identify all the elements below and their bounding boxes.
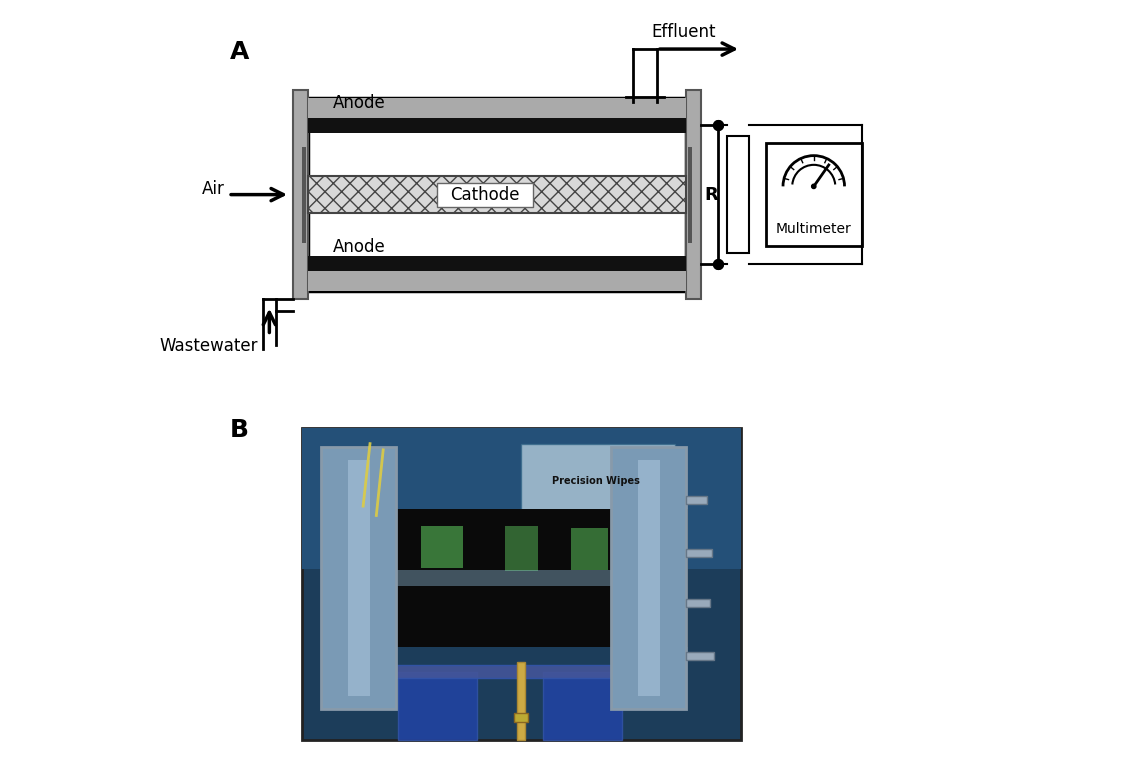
Bar	[302, 428, 741, 741]
Bar	[686, 496, 706, 504]
Text: Air: Air	[201, 180, 225, 198]
Text: Effluent: Effluent	[651, 23, 717, 41]
Bar	[514, 713, 528, 722]
Text: Precision Wipes: Precision Wipes	[552, 476, 640, 486]
Bar	[687, 146, 692, 243]
Bar	[686, 549, 712, 557]
Text: B: B	[229, 417, 249, 442]
Bar	[638, 460, 660, 696]
Bar	[611, 447, 686, 709]
Text: Multimeter: Multimeter	[776, 221, 852, 236]
Bar	[371, 570, 672, 586]
Bar	[436, 182, 533, 207]
Bar	[348, 460, 370, 696]
Bar	[308, 271, 686, 291]
Bar	[322, 447, 396, 709]
Bar	[396, 519, 647, 578]
Bar	[521, 444, 675, 537]
Bar	[727, 136, 748, 253]
Bar	[398, 672, 477, 741]
Bar	[766, 143, 862, 246]
Bar	[518, 663, 525, 741]
Bar	[294, 90, 308, 299]
Bar	[505, 526, 538, 571]
Circle shape	[811, 184, 816, 188]
Text: A: A	[229, 40, 249, 64]
Bar	[572, 529, 609, 570]
Bar	[302, 146, 306, 243]
Bar	[308, 175, 686, 214]
Bar	[686, 652, 713, 660]
Bar	[354, 509, 688, 647]
Bar	[302, 428, 741, 568]
Bar	[543, 672, 622, 741]
Bar	[686, 90, 701, 299]
Bar	[308, 118, 686, 133]
Bar	[308, 99, 686, 118]
Text: Anode: Anode	[333, 238, 385, 257]
Text: Cathode: Cathode	[450, 185, 520, 204]
Bar	[421, 526, 462, 568]
Bar	[389, 666, 631, 678]
Text: Anode: Anode	[333, 93, 385, 112]
Text: R: R	[704, 185, 719, 204]
Bar	[686, 599, 710, 607]
Bar	[308, 99, 686, 291]
Text: Wastewater: Wastewater	[160, 336, 258, 355]
Bar	[308, 257, 686, 271]
Bar	[332, 506, 368, 650]
